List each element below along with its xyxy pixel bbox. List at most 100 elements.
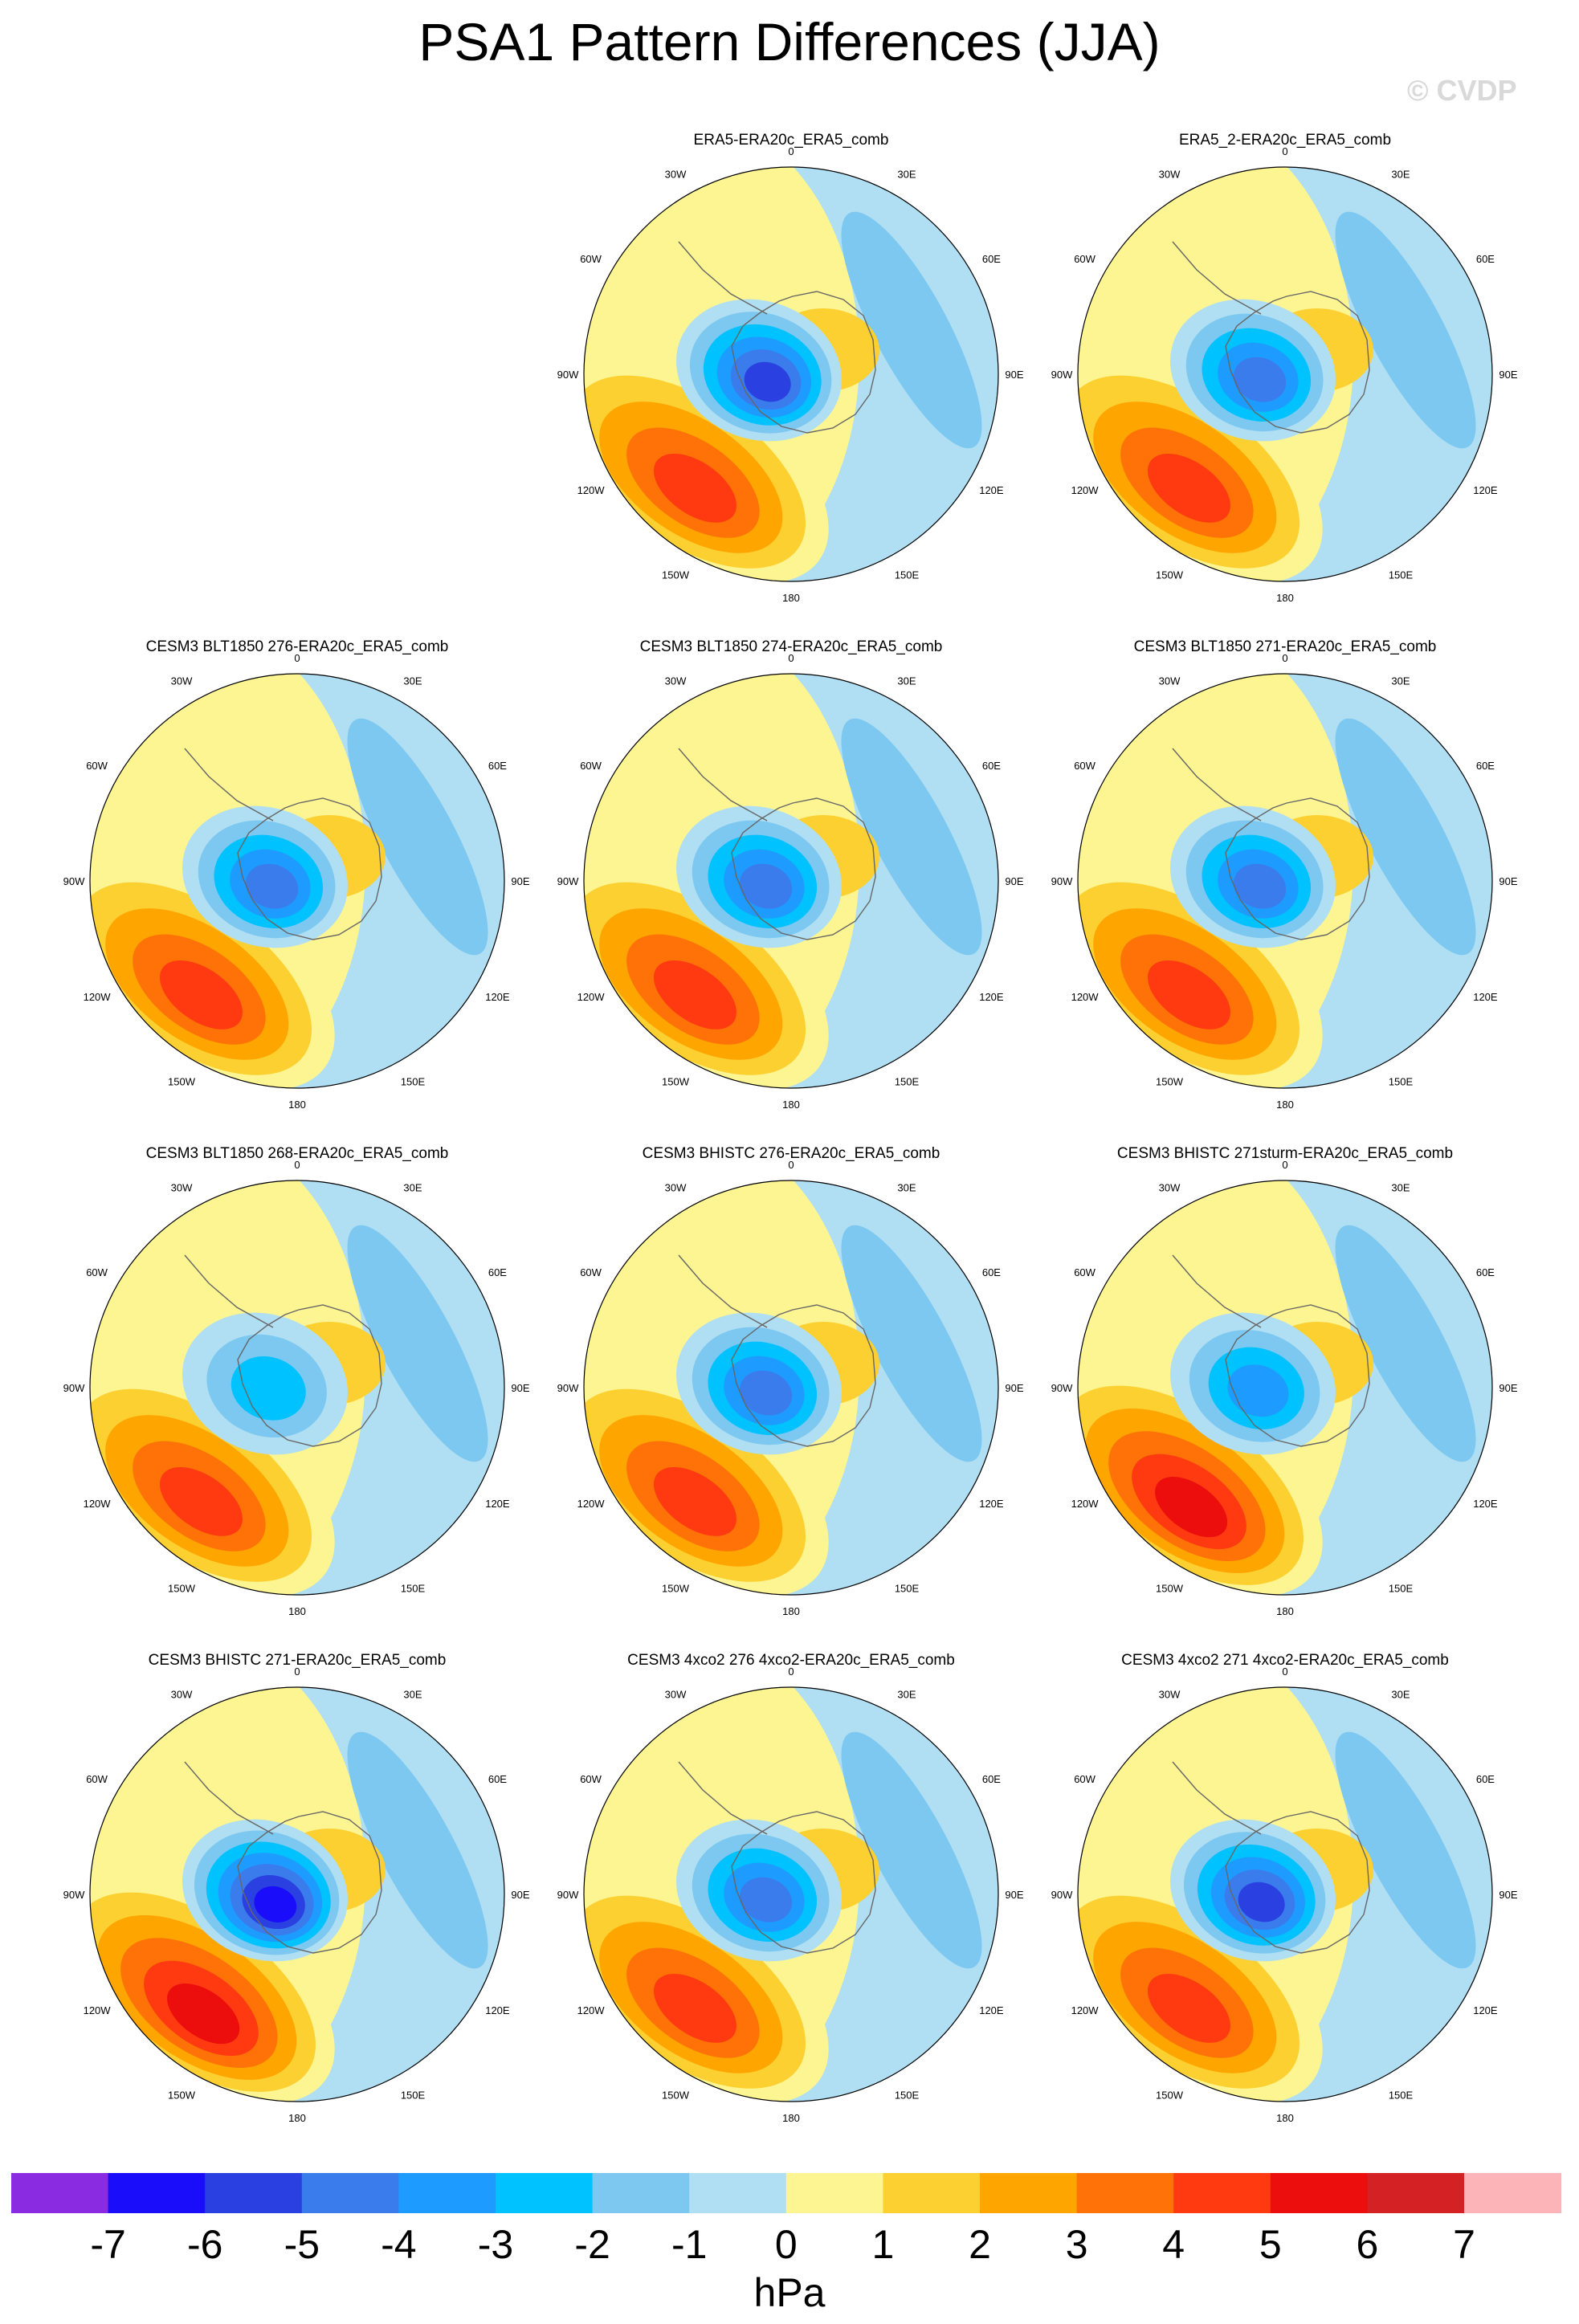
panel-title: CESM3 BHISTC 276-ERA20c_ERA5_comb [643,1145,940,1162]
longitude-label: 150W [662,1075,690,1087]
longitude-label: 0 [294,652,300,664]
colorbar-swatch [883,2173,981,2213]
longitude-label: 0 [1282,1159,1287,1171]
contour-fill [1335,211,1476,449]
watermark: © CVDP [1407,74,1517,107]
longitude-label: 30W [1159,1689,1181,1701]
longitude-label: 90E [1499,1889,1517,1901]
coastline [237,1811,382,1954]
contour-fill [347,1225,488,1462]
contour-fill [1238,1882,1285,1922]
colorbar-swatch [980,2173,1078,2213]
longitude-label: 30E [403,675,422,687]
longitude-label: 30E [1391,675,1410,687]
longitude-label: 0 [1282,1666,1287,1678]
colorbar-swatch [785,2173,883,2213]
colorbar-tick-label: 0 [775,2222,798,2267]
contour-fill [739,1877,793,1922]
longitude-label: 120E [485,991,510,1003]
longitude-label: 60E [488,1773,507,1785]
colorbar-swatch [205,2173,303,2213]
longitude-label: 30W [665,169,687,181]
longitude-label: 150E [895,1075,920,1087]
map-border [583,1180,999,1596]
longitude-label: 180 [782,1605,800,1617]
panel-title: CESM3 BLT1850 271-ERA20c_ERA5_comb [1134,638,1437,655]
longitude-label: 30W [171,1689,193,1701]
map-border [1077,1686,1493,2102]
coastline [1225,1304,1370,1447]
longitude-label: 30W [1159,169,1181,181]
colorbar-swatch [301,2173,399,2213]
contour-fill [744,361,791,402]
coastline [1225,291,1370,434]
colorbar-tick-label: -7 [90,2222,125,2267]
longitude-label: 90E [1005,1889,1023,1901]
panel-title: ERA5-ERA20c_ERA5_comb [694,132,889,149]
longitude-label: 180 [782,2112,800,2124]
longitude-label: 30W [171,1182,193,1194]
longitude-label: 60E [982,760,1001,772]
longitude-label: 150W [662,569,690,581]
field-layer [1078,1180,1492,1595]
coastline [184,748,274,822]
coastline [1225,1811,1370,1954]
longitude-label: 120E [979,2004,1004,2016]
coastline [1172,748,1262,822]
colorbar-swatch [1270,2173,1368,2213]
panel-title: CESM3 4xco2 276 4xco2-ERA20c_ERA5_comb [627,1652,955,1669]
panel-title: ERA5_2-ERA20c_ERA5_comb [1179,132,1391,149]
contour-fill [739,863,793,909]
longitude-label: 30E [897,1182,916,1194]
longitude-label: 120W [577,2004,606,2016]
longitude-label: 30E [403,1182,422,1194]
longitude-label: 60W [1074,1773,1096,1785]
longitude-label: 60W [1074,760,1096,772]
contour-fill [653,1973,736,2043]
map-border [1077,166,1493,582]
longitude-label: 120W [1071,991,1100,1003]
longitude-label: 120W [84,1498,112,1510]
longitude-label: 90E [511,1889,529,1901]
coastline [184,1761,274,1835]
longitude-label: 180 [288,2112,306,2124]
longitude-label: 60E [488,1266,507,1278]
longitude-label: 60W [86,1773,108,1785]
contour-fill [167,1984,240,2045]
colorbar-swatch [108,2173,206,2213]
longitude-label: 90E [511,875,529,887]
longitude-label: 60W [580,760,602,772]
longitude-label: 120E [1473,1498,1498,1510]
coastline [237,1304,382,1447]
longitude-label: 120W [1071,1498,1100,1510]
contour-fill [245,863,299,909]
longitude-label: 90E [1499,369,1517,381]
longitude-label: 180 [782,1099,800,1111]
panel-title: CESM3 BLT1850 276-ERA20c_ERA5_comb [146,638,449,655]
longitude-label: 150E [895,1582,920,1594]
longitude-label: 120E [979,991,1004,1003]
longitude-label: 30W [665,1182,687,1194]
coastline [678,1254,768,1328]
colorbar-swatch [496,2173,594,2213]
longitude-label: 150W [662,2089,690,2101]
page-title: PSA1 Pattern Differences (JJA) [418,12,1161,71]
map-border [1077,673,1493,1089]
longitude-label: 90E [511,1382,529,1394]
longitude-label: 60W [580,253,602,265]
colorbar-tick-label: -3 [478,2222,513,2267]
longitude-label: 30W [171,675,193,687]
contour-fill [254,1886,297,1922]
coastline [1225,797,1370,940]
longitude-label: 0 [788,652,794,664]
longitude-label: 90E [1005,875,1023,887]
contour-fill [1233,863,1287,909]
longitude-label: 60W [580,1773,602,1785]
longitude-label: 150W [1156,2089,1184,2101]
longitude-label: 60W [1074,253,1096,265]
longitude-label: 90W [1051,875,1073,887]
colorbar-tick-label: 1 [871,2222,894,2267]
longitude-label: 150W [168,1075,196,1087]
longitude-label: 120W [577,991,606,1003]
longitude-label: 90W [1051,369,1073,381]
